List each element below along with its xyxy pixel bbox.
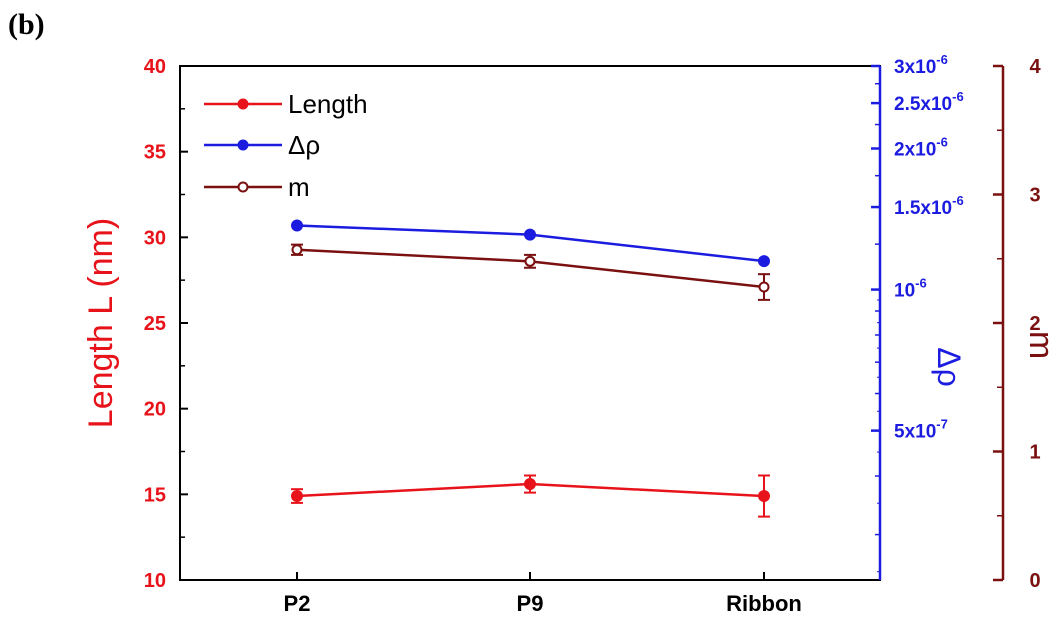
series-length [291, 474, 770, 518]
left-tick-label: 25 [144, 313, 166, 335]
x-tick-label: P2 [284, 591, 311, 616]
drho-tick-label: 3x10-6 [894, 52, 948, 78]
legend-marker [237, 181, 249, 193]
data-point [758, 490, 770, 503]
drho-axis-label: Δρ [931, 347, 967, 387]
x-tick-label: P9 [517, 591, 544, 616]
legend-label: Length [288, 89, 368, 119]
data-point [758, 281, 770, 293]
m-tick-label: 2 [1029, 313, 1040, 335]
left-tick-label: 10 [144, 570, 166, 592]
left-tick-label: 30 [144, 227, 166, 249]
data-point [524, 478, 536, 491]
drho-tick-label: 1.5x10-6 [894, 193, 964, 219]
left-tick-label: 20 [144, 399, 166, 421]
left-axis-label: Length L (nm) [82, 218, 120, 428]
legend-label: m [288, 172, 310, 202]
x-tick-label: Ribbon [726, 591, 802, 616]
legend-marker [237, 98, 249, 110]
drho-tick-label: 2.5x10-6 [894, 89, 964, 115]
m-axis-label: m [1022, 331, 1056, 359]
legend-label: Δρ [288, 130, 320, 160]
m-tick-label: 1 [1029, 442, 1040, 464]
panel-label: (b) [8, 8, 45, 41]
left-tick-label: 15 [144, 484, 166, 506]
drho-tick-label: 10-6 [894, 276, 927, 302]
series-drho [291, 219, 770, 268]
m-tick-label: 3 [1029, 185, 1040, 207]
drho-tick-label: 2x10-6 [894, 135, 948, 161]
legend-marker [237, 139, 249, 151]
data-point [291, 244, 303, 256]
left-tick-label: 40 [144, 56, 166, 78]
drho-tick-label: 5x10-7 [894, 417, 948, 443]
data-point [524, 228, 536, 241]
data-point [524, 255, 536, 267]
plot-frame [179, 65, 881, 581]
series-m [291, 243, 770, 301]
m-tick-label: 4 [1029, 56, 1041, 78]
data-point [291, 219, 303, 232]
data-point [291, 490, 303, 503]
data-point [758, 255, 770, 268]
legend: Length Δρ m [204, 89, 368, 202]
left-tick-label: 35 [144, 142, 166, 164]
m-tick-label: 0 [1029, 570, 1040, 592]
